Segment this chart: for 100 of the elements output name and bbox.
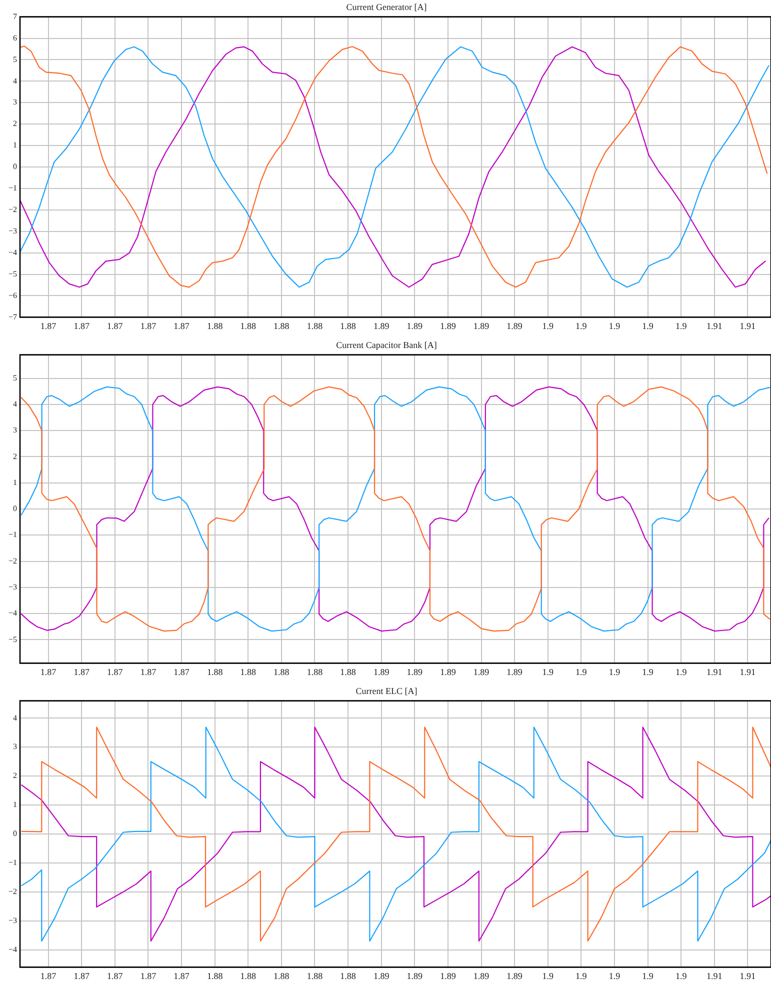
y-tick-label: −4 bbox=[8, 608, 17, 618]
x-tick-label: 1.88 bbox=[240, 666, 257, 677]
x-tick-label: 1.9 bbox=[642, 970, 654, 981]
y-tick-label: −1 bbox=[8, 530, 17, 540]
x-tick-label: 1.88 bbox=[340, 970, 356, 981]
x-tick-label: 1.91 bbox=[740, 970, 756, 981]
x-tick-label: 1.9 bbox=[675, 970, 688, 981]
x-tick-label: 1.89 bbox=[440, 320, 456, 331]
x-tick-label: 1.88 bbox=[240, 970, 257, 981]
y-tick-label: −1 bbox=[8, 858, 17, 868]
x-tick-label: 1.87 bbox=[40, 666, 57, 677]
y-tick-label: −5 bbox=[8, 269, 17, 278]
x-tick-label: 1.9 bbox=[608, 320, 621, 331]
x-tick-label: 1.88 bbox=[340, 666, 356, 677]
x-tick-label: 1.88 bbox=[306, 970, 324, 981]
x-tick-label: 1.89 bbox=[373, 970, 390, 981]
x-tick-label: 1.89 bbox=[440, 970, 456, 981]
x-tick-label: 1.88 bbox=[274, 666, 290, 677]
y-tick-label: 2 bbox=[13, 452, 17, 461]
y-tick-label: 4 bbox=[13, 713, 17, 722]
x-tick-label: 1.87 bbox=[174, 970, 190, 981]
y-tick-label: −1 bbox=[8, 184, 17, 193]
x-tick-label: 1.88 bbox=[306, 320, 324, 331]
x-tick-label: 1.88 bbox=[206, 666, 224, 677]
x-tick-label: 1.87 bbox=[74, 320, 90, 331]
x-tick-label: 1.89 bbox=[373, 666, 390, 677]
y-tick-label: 3 bbox=[13, 98, 17, 107]
x-tick-label: 1.89 bbox=[506, 666, 523, 677]
y-tick-label: 5 bbox=[13, 373, 17, 382]
x-tick-label: 1.91 bbox=[706, 320, 722, 331]
y-tick-label: −2 bbox=[8, 887, 17, 896]
y-tick-label: 0 bbox=[13, 162, 17, 172]
y-tick-label: 0 bbox=[13, 504, 17, 514]
y-tick-label: 0 bbox=[13, 829, 17, 838]
x-tick-label: 1.88 bbox=[206, 970, 224, 981]
y-tick-label: −3 bbox=[8, 582, 17, 592]
x-tick-label: 1.88 bbox=[274, 970, 290, 981]
x-tick-label: 1.87 bbox=[74, 970, 90, 981]
x-tick-label: 1.9 bbox=[542, 320, 554, 331]
chart-title: Current ELC [A] bbox=[356, 686, 418, 696]
chart-title: Current Capacitor Bank [A] bbox=[336, 340, 437, 350]
x-tick-label: 1.88 bbox=[206, 320, 224, 331]
x-tick-label: 1.9 bbox=[675, 320, 688, 331]
y-tick-label: 3 bbox=[13, 426, 17, 435]
x-tick-label: 1.87 bbox=[140, 970, 157, 981]
x-tick-label: 1.9 bbox=[576, 320, 588, 331]
y-tick-label: −4 bbox=[8, 248, 17, 257]
x-tick-label: 1.88 bbox=[240, 320, 257, 331]
y-tick-label: 1 bbox=[13, 800, 17, 810]
y-tick-label: 1 bbox=[13, 478, 17, 487]
x-tick-label: 1.9 bbox=[542, 970, 554, 981]
x-tick-label: 1.87 bbox=[140, 320, 157, 331]
x-tick-label: 1.89 bbox=[406, 320, 424, 331]
y-tick-label: −5 bbox=[8, 634, 17, 644]
x-tick-label: 1.88 bbox=[306, 666, 324, 677]
x-tick-label: 1.89 bbox=[406, 666, 424, 677]
y-tick-label: 3 bbox=[13, 742, 17, 752]
x-tick-label: 1.91 bbox=[740, 666, 756, 677]
y-tick-label: −3 bbox=[8, 916, 17, 925]
x-tick-label: 1.89 bbox=[506, 320, 523, 331]
y-tick-label: 4 bbox=[13, 76, 17, 86]
y-tick-label: −7 bbox=[8, 312, 17, 322]
y-tick-label: 2 bbox=[13, 771, 17, 780]
x-tick-label: 1.88 bbox=[340, 320, 356, 331]
x-tick-label: 1.87 bbox=[40, 320, 57, 331]
x-tick-label: 1.9 bbox=[642, 666, 654, 677]
x-tick-label: 1.87 bbox=[174, 666, 190, 677]
x-tick-label: 1.9 bbox=[576, 666, 588, 677]
x-tick-label: 1.88 bbox=[274, 320, 290, 331]
x-tick-label: 1.89 bbox=[473, 666, 490, 677]
x-tick-label: 1.89 bbox=[373, 320, 390, 331]
x-tick-label: 1.91 bbox=[706, 666, 722, 677]
x-tick-label: 1.87 bbox=[107, 666, 124, 677]
x-tick-label: 1.89 bbox=[440, 666, 456, 677]
x-tick-label: 1.87 bbox=[74, 666, 90, 677]
y-tick-label: 5 bbox=[13, 54, 17, 64]
y-tick-label: 4 bbox=[13, 400, 17, 409]
y-tick-label: −4 bbox=[8, 944, 17, 954]
x-tick-label: 1.87 bbox=[107, 320, 124, 331]
y-tick-label: 1 bbox=[13, 140, 17, 150]
x-tick-label: 1.89 bbox=[473, 970, 490, 981]
x-tick-label: 1.9 bbox=[608, 970, 621, 981]
x-tick-label: 1.9 bbox=[675, 666, 688, 677]
y-tick-label: −6 bbox=[8, 290, 17, 300]
x-tick-label: 1.87 bbox=[174, 320, 190, 331]
y-tick-label: 2 bbox=[13, 119, 17, 128]
x-tick-label: 1.87 bbox=[140, 666, 157, 677]
chart-title: Current Generator [A] bbox=[346, 2, 427, 12]
y-tick-label: −3 bbox=[8, 226, 17, 236]
x-tick-label: 1.91 bbox=[740, 320, 756, 331]
y-tick-label: −2 bbox=[8, 205, 17, 214]
x-tick-label: 1.9 bbox=[608, 666, 621, 677]
x-tick-label: 1.9 bbox=[642, 320, 654, 331]
x-tick-label: 1.89 bbox=[473, 320, 490, 331]
x-tick-label: 1.9 bbox=[576, 970, 588, 981]
y-tick-label: 7 bbox=[13, 12, 17, 21]
y-tick-label: 6 bbox=[13, 33, 17, 42]
x-tick-label: 1.87 bbox=[107, 970, 124, 981]
x-tick-label: 1.89 bbox=[406, 970, 424, 981]
y-tick-label: −2 bbox=[8, 556, 17, 566]
